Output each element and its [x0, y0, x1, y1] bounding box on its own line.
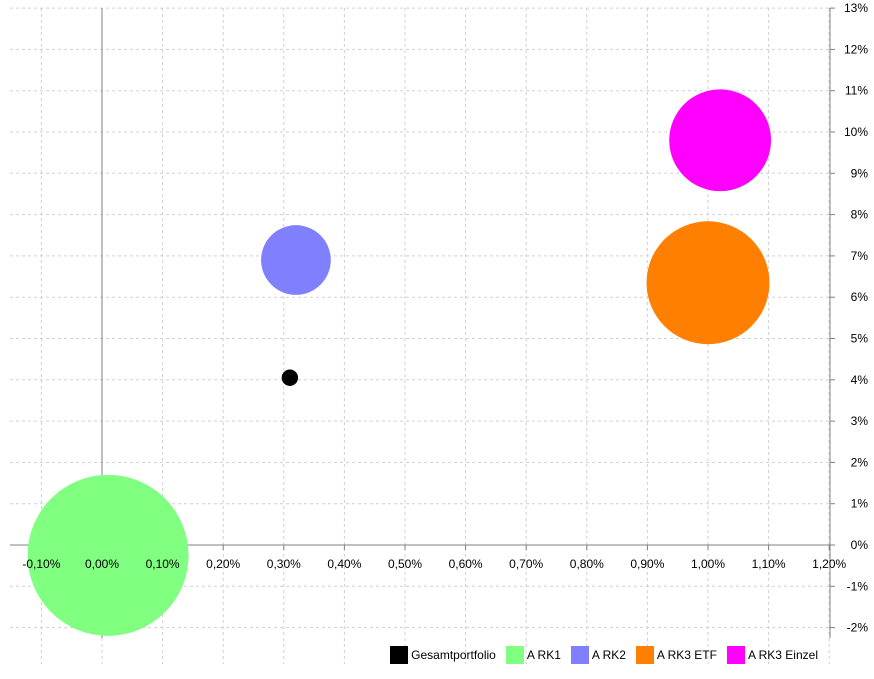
- y-tick-label: 13%: [844, 1, 868, 15]
- bubble-gesamtportfolio: [281, 369, 299, 386]
- y-tick-label: 11%: [845, 84, 868, 98]
- legend-label: Gesamtportfolio: [411, 648, 496, 662]
- x-tick-label: 0,00%: [85, 557, 119, 571]
- y-tick-label: 7%: [851, 249, 869, 263]
- y-tick-label: 2%: [851, 455, 869, 469]
- y-tick-label: 10%: [844, 125, 868, 139]
- x-tick-label: 0,80%: [570, 557, 604, 571]
- y-tick-label: -1%: [847, 579, 869, 593]
- bubble-a-rk3-etf: [646, 221, 770, 345]
- y-tick-label: -2%: [847, 621, 869, 635]
- x-tick-label: 0,30%: [267, 557, 301, 571]
- legend-label: A RK3 Einzel: [747, 648, 818, 662]
- x-tick-label: 0,20%: [206, 557, 240, 571]
- tick-labels: -2% -1% 0% 1% 2% 3% 4% 5% 6% 7% 8% 9% 10% 11% 12% 13% -0…: [22, 1, 869, 635]
- legend-label: A RK2: [591, 648, 626, 662]
- y-tick-label: 8%: [851, 208, 869, 222]
- x-tick-label: 0,60%: [449, 557, 483, 571]
- legend-swatch: [505, 646, 524, 664]
- x-tick-label: 0,10%: [146, 557, 180, 571]
- legend-item: A RK3 ETF: [635, 646, 717, 664]
- bubbles: [27, 89, 772, 636]
- x-tick-label: 1,10%: [752, 557, 786, 571]
- legend-item: A RK3 Einzel: [726, 646, 818, 664]
- x-tick-label: 0,70%: [509, 557, 543, 571]
- legend-item: Gesamtportfolio: [390, 646, 496, 664]
- x-tick-label: 0,40%: [327, 557, 361, 571]
- legend-swatch: [635, 646, 654, 664]
- legend: Gesamtportfolio A RK1 A RK2 A RK3 ETF A RK3 …: [390, 645, 818, 665]
- y-tick-label: 1%: [851, 497, 869, 511]
- legend-label: A RK3 ETF: [656, 648, 717, 662]
- y-tick-label: 3%: [851, 414, 869, 428]
- legend-item: A RK1: [505, 646, 561, 664]
- legend-swatch: [726, 646, 745, 664]
- x-tick-label: -0,10%: [22, 557, 60, 571]
- y-tick-label: 0%: [851, 538, 869, 552]
- bubble-a-rk1: [27, 474, 189, 636]
- legend-item: A RK2: [570, 646, 626, 664]
- y-tick-label: 9%: [851, 166, 869, 180]
- y-tick-label: 4%: [851, 373, 869, 387]
- y-tick-label: 5%: [851, 332, 869, 346]
- x-tick-label: 1,00%: [691, 557, 725, 571]
- legend-swatch: [390, 646, 409, 664]
- bubble-a-rk3-einzel: [669, 89, 772, 192]
- bubble-a-rk2: [261, 225, 331, 295]
- y-tick-label: 12%: [844, 42, 868, 56]
- x-tick-label: 0,90%: [630, 557, 664, 571]
- y-tick-label: 6%: [851, 290, 869, 304]
- x-tick-label: 1,20%: [812, 557, 846, 571]
- x-tick-label: 0,50%: [388, 557, 422, 571]
- legend-label: A RK1: [526, 648, 561, 662]
- legend-swatch: [570, 646, 589, 664]
